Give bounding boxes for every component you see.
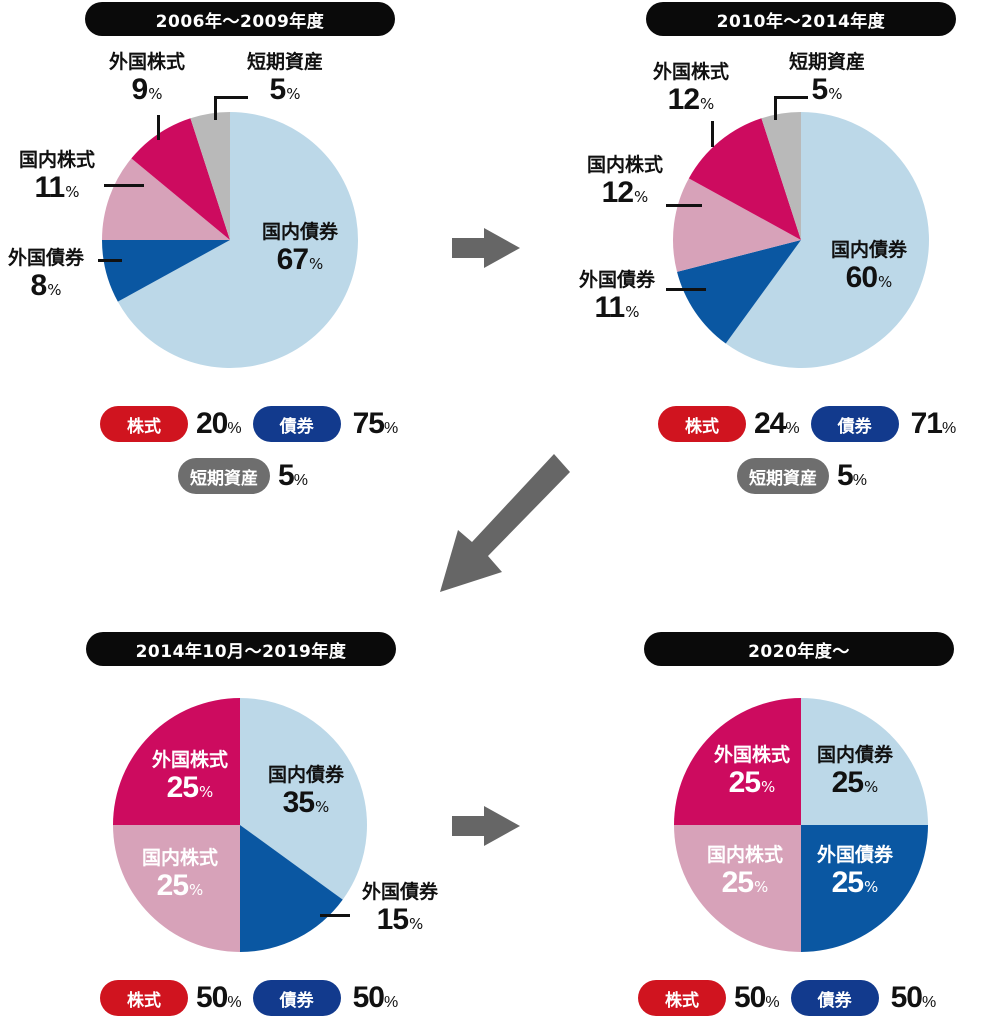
bond-total: 50% [352,981,399,1014]
period-title-3: 2014年10月～2019年度 [86,632,396,666]
label-domestic-stocks-1: 国内株式 11% [18,149,95,204]
label-domestic-stocks-2: 国内株式 12% [586,154,663,209]
stock-total: 50% [734,981,780,1014]
period-title-1: 2006年～2009年度 [85,2,395,36]
leader-line [666,288,706,291]
leader-line [320,914,350,917]
leader-line [98,259,122,262]
label-domestic-stocks-3: 国内株式 25% [141,847,218,902]
pie-slice-foreign-stocks [131,118,230,240]
stock-pill: 株式 [638,980,726,1016]
label-foreign-stocks-4: 外国株式 25% [713,744,790,799]
label-short-term-1: 短期資産 5% [246,51,323,106]
stock-pill: 株式 [658,406,746,442]
bond-pill: 債券 [252,980,341,1016]
pie-slice-foreign-bonds [240,825,343,952]
label-domestic-bonds-4: 国内債券 25% [816,744,893,799]
pie-slice-short-term [761,112,801,240]
period-title-4: 2020年度～ [644,632,954,666]
leader-line [157,115,160,140]
summary-row-2: 株式 24% 債券 71% [658,406,957,442]
leader-line [711,121,714,147]
pie-slice-domestic-stocks [102,158,230,240]
label-foreign-bonds-1: 外国債券 8% [7,247,84,302]
summary-row-4: 株式 50% 債券 50% [638,980,937,1016]
pie-slice-domestic-bonds [801,698,928,825]
bond-pill: 債券 [810,406,899,442]
label-foreign-stocks-2: 外国株式 12% [652,61,729,116]
label-foreign-stocks-3: 外国株式 25% [151,749,228,804]
bond-pill: 債券 [252,406,341,442]
label-domestic-bonds-3: 国内債券 35% [267,764,344,819]
pie-slice-domestic-bonds [117,112,358,368]
label-foreign-stocks-1: 外国株式 9% [108,51,185,106]
pie-slice-foreign-stocks [674,698,801,825]
pie-slice-domestic-stocks [113,825,240,952]
bond-total: 50% [890,981,937,1014]
arrow-right-icon [452,228,520,268]
arrow-down-left-icon [440,454,570,592]
label-foreign-bonds-3: 外国債券 15% [361,881,438,936]
stock-total: 50% [196,981,242,1014]
pie-slice-foreign-stocks [113,698,240,825]
pie-slice-domestic-bonds [240,698,368,900]
pie-slice-foreign-bonds [801,825,928,952]
bond-total: 71% [910,407,957,440]
pie-slice-domestic-stocks [674,825,801,952]
leader-line [774,96,808,99]
pie-slice-foreign-stocks [688,118,801,240]
bond-total: 75% [352,407,399,440]
short-term-pill: 短期資産 [178,458,270,494]
label-foreign-bonds-2: 外国債券 11% [578,269,655,324]
leader-line [214,96,217,120]
arrow-right-icon [452,806,520,846]
leader-line [666,204,702,207]
short-term-total: 5% [837,459,867,492]
stock-pill: 株式 [100,406,188,442]
stock-pill: 株式 [100,980,188,1016]
short-term-total: 5% [278,459,308,492]
label-domestic-bonds-2: 国内債券 60% [830,239,907,294]
label-foreign-bonds-4: 外国債券 25% [816,844,893,899]
short-term-pill: 短期資産 [737,458,829,494]
label-short-term-2: 短期資産 5% [788,51,865,106]
summary-row-1: 株式 20% 債券 75% [100,406,399,442]
pie-slice-domestic-bonds [725,112,929,368]
summary-row-short-1: 短期資産 5% [178,458,308,494]
stock-total: 24% [754,407,800,440]
label-domestic-stocks-4: 国内株式 25% [706,844,783,899]
leader-line [104,184,144,187]
pie-slice-foreign-bonds [677,240,801,344]
summary-row-short-2: 短期資産 5% [737,458,867,494]
summary-row-3: 株式 50% 債券 50% [100,980,399,1016]
leader-line [774,96,777,120]
leader-line [214,96,248,99]
pie-slice-domestic-stocks [673,178,801,272]
period-title-2: 2010年～2014年度 [646,2,956,36]
bond-pill: 債券 [790,980,879,1016]
stock-total: 20% [196,407,242,440]
pie-slice-short-term [190,112,230,240]
label-domestic-bonds-1: 国内債券 67% [261,221,338,276]
pie-slice-foreign-bonds [102,240,230,302]
